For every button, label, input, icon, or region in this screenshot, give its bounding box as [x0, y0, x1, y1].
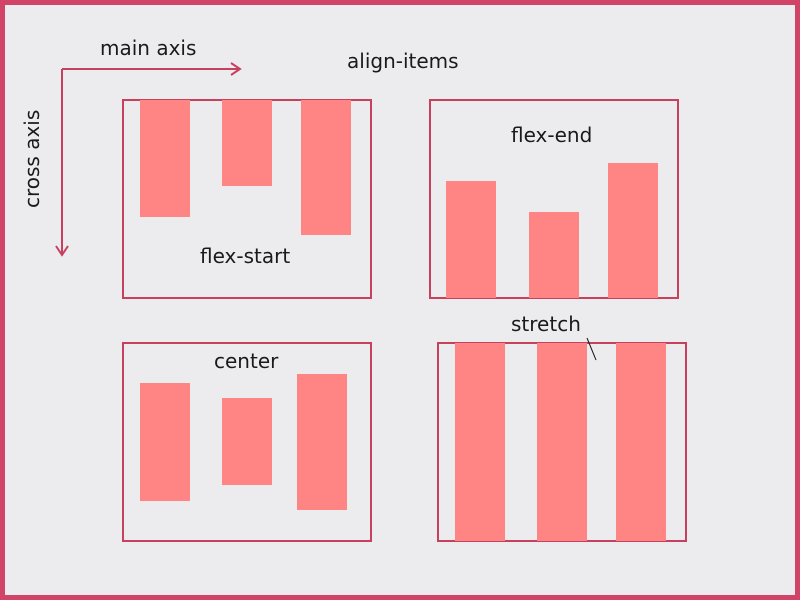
- center-item-1: [140, 383, 190, 501]
- stretch-label: stretch: [511, 312, 581, 336]
- flex-start-label: flex-start: [200, 244, 291, 268]
- cross-axis-label: cross axis: [20, 109, 44, 208]
- flex-end-item-1: [446, 181, 496, 298]
- flex-start-item-1: [140, 100, 190, 217]
- center-item-2: [222, 398, 272, 485]
- main-axis-arrowhead: [230, 62, 242, 76]
- center-label: center: [214, 349, 279, 373]
- main-axis-label: main axis: [100, 36, 197, 60]
- stretch-item-1: [455, 343, 505, 541]
- panel-center: [122, 342, 372, 542]
- center-item-3: [297, 374, 347, 510]
- flex-end-item-3: [608, 163, 658, 298]
- stretch-item-3: [616, 343, 666, 541]
- panel-flex-end: [429, 99, 679, 299]
- flex-start-item-3: [301, 100, 351, 235]
- flex-end-item-2: [529, 212, 579, 298]
- stretch-item-2: [537, 343, 587, 541]
- flex-end-label: flex-end: [511, 123, 593, 147]
- flex-start-item-2: [222, 100, 272, 186]
- diagram-title: align-items: [347, 49, 459, 73]
- cross-axis-arrowhead: [55, 245, 69, 257]
